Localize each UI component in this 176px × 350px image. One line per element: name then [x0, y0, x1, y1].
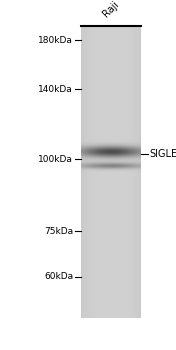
Text: 75kDa: 75kDa [44, 226, 73, 236]
Text: 140kDa: 140kDa [38, 85, 73, 94]
Text: SIGLEC10: SIGLEC10 [150, 149, 176, 159]
Text: 100kDa: 100kDa [38, 155, 73, 164]
Text: 60kDa: 60kDa [44, 272, 73, 281]
Text: 180kDa: 180kDa [38, 36, 73, 45]
Text: Raji: Raji [101, 0, 121, 19]
